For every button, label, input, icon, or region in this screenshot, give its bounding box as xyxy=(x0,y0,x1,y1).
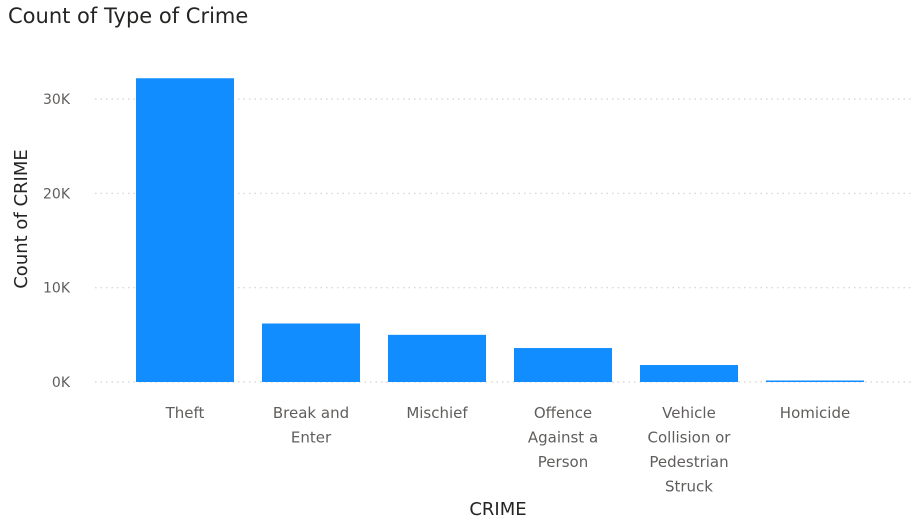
y-tick-label: 30K xyxy=(43,92,71,108)
x-tick-label: Homicide xyxy=(780,404,850,422)
chart-title: Count of Type of Crime xyxy=(8,4,249,28)
y-tick-label: 20K xyxy=(43,186,71,202)
gridlines xyxy=(95,98,912,383)
x-axis-title: CRIME xyxy=(469,499,526,520)
x-axis-labels: Theft Break and Enter Mischief Offence Agains… xyxy=(165,404,851,496)
bars xyxy=(136,78,864,382)
bar[interactable] xyxy=(136,78,234,382)
y-tick-label: 0K xyxy=(52,375,71,391)
x-tick-label: Break and Enter xyxy=(273,404,349,447)
x-tick-label: Mischief xyxy=(406,404,468,422)
bar[interactable] xyxy=(514,348,612,382)
bar[interactable] xyxy=(766,380,864,383)
y-axis-title: Count of CRIME xyxy=(11,149,32,289)
x-tick-label: Vehicle Collision or Pedestrian Struck xyxy=(648,404,732,496)
x-tick-label: Offence Against a Person xyxy=(528,404,598,471)
y-tick-label: 10K xyxy=(43,281,71,297)
y-axis-ticks: 0K 10K 20K 30K xyxy=(43,92,71,391)
bar[interactable] xyxy=(262,323,360,382)
x-tick-label: Theft xyxy=(165,404,205,422)
bar[interactable] xyxy=(640,365,738,382)
bar[interactable] xyxy=(388,334,486,382)
